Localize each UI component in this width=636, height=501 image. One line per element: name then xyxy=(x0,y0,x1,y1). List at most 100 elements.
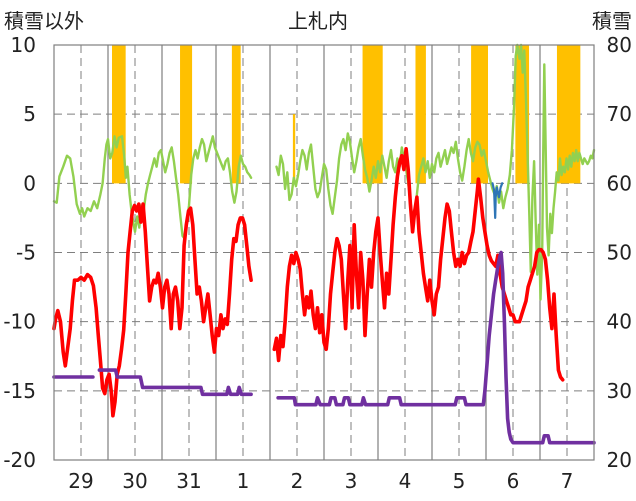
precip-bar xyxy=(233,45,236,184)
precip-bar xyxy=(421,45,425,184)
precip-bar xyxy=(362,45,365,184)
precip-bar xyxy=(118,45,121,184)
precip-bar xyxy=(479,45,482,184)
left-y-tick-label: -10 xyxy=(3,310,36,334)
precip-bar xyxy=(563,45,566,184)
x-tick-label: 29 xyxy=(68,469,93,493)
precip-bar xyxy=(123,45,126,184)
right-y-tick-label: 70 xyxy=(607,102,632,126)
precip-bar xyxy=(121,45,125,184)
x-tick-label: 5 xyxy=(453,469,466,493)
precip-bar xyxy=(571,45,574,184)
plot-border xyxy=(53,44,595,461)
left-y-tick-label: 10 xyxy=(11,33,36,57)
right-y-tick-label: 60 xyxy=(607,171,632,195)
precip-bar xyxy=(238,45,241,184)
precip-bar xyxy=(370,45,373,184)
precip-bar xyxy=(120,45,123,184)
precip-bar xyxy=(578,45,581,184)
precip-bar xyxy=(565,45,568,184)
precip-bar xyxy=(180,45,183,184)
left-axis-title: 積雪以外 xyxy=(4,9,84,33)
x-tick-label: 31 xyxy=(176,469,201,493)
precip-bar xyxy=(516,45,520,184)
precip-bar xyxy=(111,45,115,184)
temp-series-line xyxy=(272,147,565,382)
precip-bar xyxy=(365,45,369,184)
precip-bar xyxy=(372,45,375,184)
precip-bar xyxy=(475,45,479,184)
precip-bar xyxy=(573,45,576,184)
x-tick-label: 30 xyxy=(122,469,147,493)
left-y-tick-label: 0 xyxy=(23,171,36,195)
x-tick-label: 2 xyxy=(291,469,304,493)
precip-bar xyxy=(521,45,525,184)
precip-bar xyxy=(415,45,418,184)
temp-series-line xyxy=(52,202,253,418)
precip-bar xyxy=(561,45,565,184)
precip-bar xyxy=(423,45,426,184)
left-y-tick-label: 5 xyxy=(23,102,36,126)
right-y-tick-label: 30 xyxy=(607,379,632,403)
snow-series-line xyxy=(97,368,253,397)
right-y-tick-label: 50 xyxy=(607,241,632,265)
precip-bar xyxy=(472,45,476,184)
precip-bar xyxy=(526,45,530,184)
precip-bar xyxy=(576,45,579,184)
precip-bar xyxy=(471,45,474,184)
precip-bar xyxy=(474,45,477,184)
precip-bar xyxy=(115,45,118,184)
plot-frame xyxy=(53,44,595,461)
precip-bar xyxy=(477,45,480,184)
precip-bar xyxy=(189,45,193,184)
precip-bar xyxy=(418,45,422,184)
precip-bar xyxy=(485,45,489,184)
green-series-line xyxy=(275,43,596,301)
left-y-tick-label: -20 xyxy=(3,448,36,472)
precip-bar xyxy=(186,45,189,184)
precip-bar xyxy=(523,45,526,184)
snow-series-line xyxy=(276,250,596,445)
precip-bar xyxy=(183,45,186,184)
series-lines xyxy=(52,43,596,445)
x-tick-label: 7 xyxy=(561,469,574,493)
precip-bar xyxy=(417,45,420,184)
precip-bar xyxy=(420,45,423,184)
left-y-tick-label: -5 xyxy=(16,241,36,265)
precip-bar xyxy=(520,45,523,184)
precip-bar xyxy=(380,45,383,184)
precip-bar xyxy=(364,45,367,184)
precip-bars xyxy=(111,45,581,184)
precip-bar xyxy=(292,114,296,184)
precip-bar xyxy=(367,45,370,184)
x-tick-label: 3 xyxy=(345,469,358,493)
precip-bar xyxy=(560,45,563,184)
precip-bar xyxy=(181,45,184,184)
precip-bar xyxy=(378,45,382,184)
precip-bar xyxy=(369,45,372,184)
precip-bar xyxy=(566,45,570,184)
precip-bar xyxy=(574,45,578,184)
precip-bar xyxy=(569,45,573,184)
precip-bar xyxy=(373,45,377,184)
precip-bar xyxy=(231,45,235,184)
precip-bar xyxy=(113,45,116,184)
precip-bar xyxy=(558,45,561,184)
precip-bar xyxy=(375,45,378,184)
precip-bar xyxy=(518,45,521,184)
precip-bar xyxy=(484,45,487,184)
right-y-tick-label: 80 xyxy=(607,33,632,57)
precip-bar xyxy=(116,45,120,184)
chart-title: 上札内 xyxy=(288,9,348,33)
precip-bar xyxy=(188,45,191,184)
precip-bar xyxy=(568,45,571,184)
precip-bar xyxy=(480,45,484,184)
precip-bar xyxy=(236,45,240,184)
precip-bar xyxy=(556,45,560,184)
right-axis-title: 積雪 xyxy=(592,9,632,33)
x-tick-label: 1 xyxy=(237,469,250,493)
right-y-tick-label: 20 xyxy=(607,448,632,472)
